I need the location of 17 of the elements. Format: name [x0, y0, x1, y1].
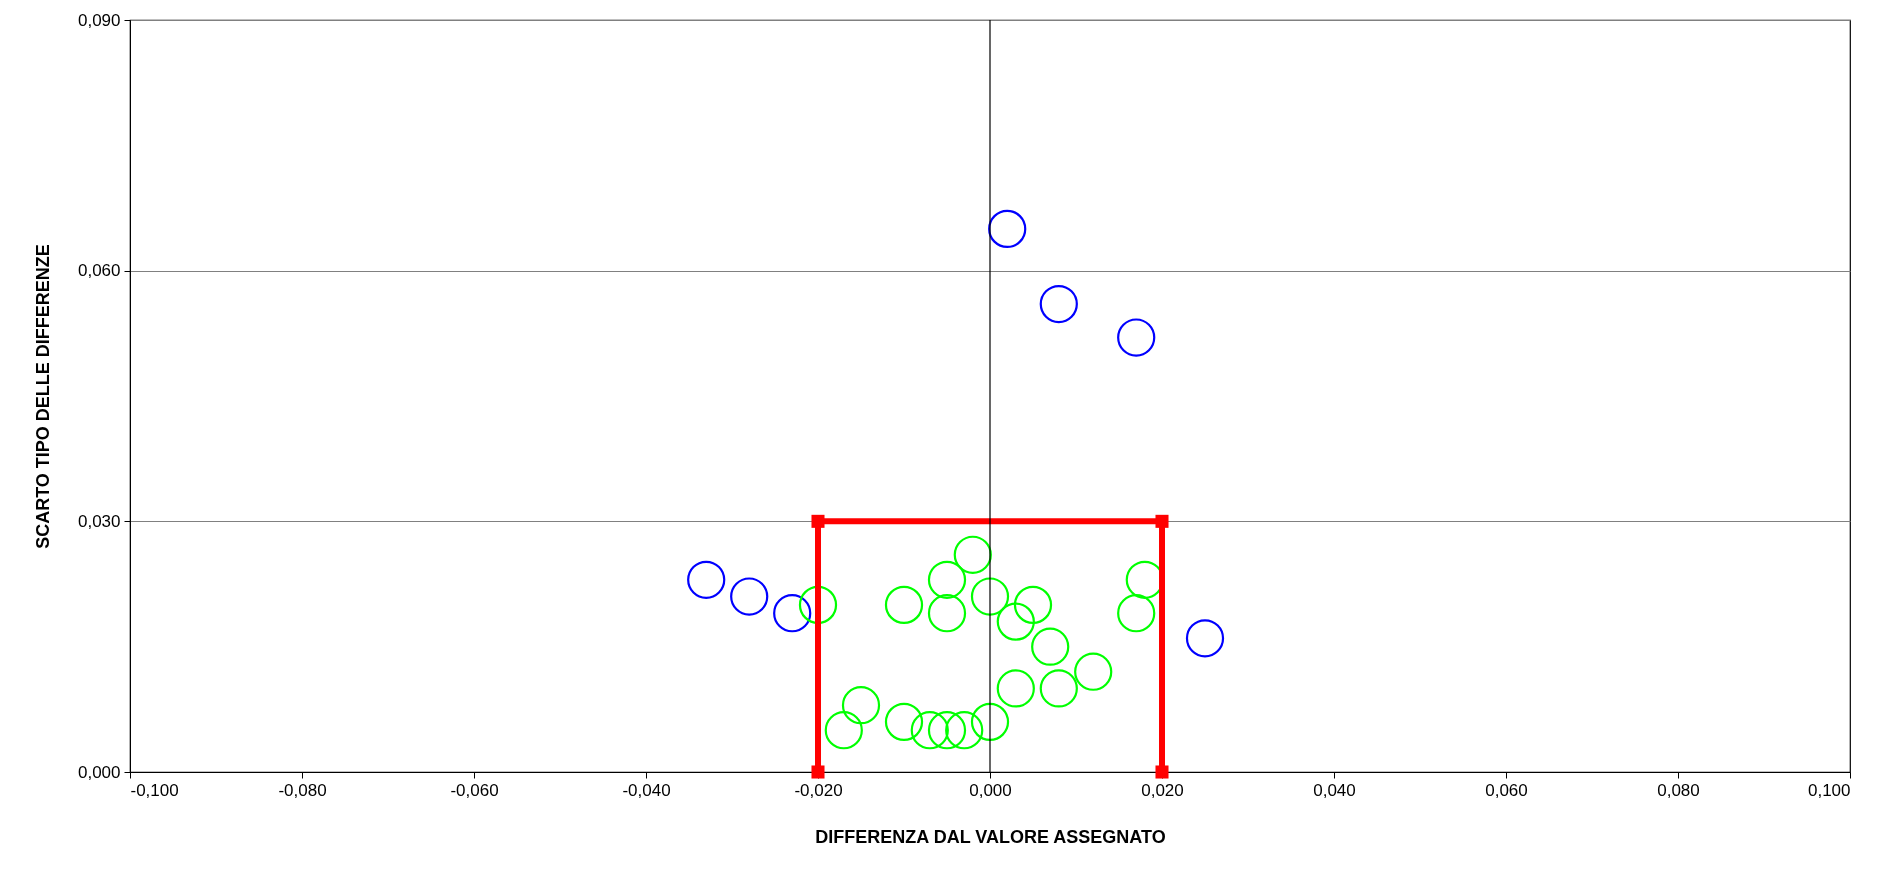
y-tick-label: 0,090: [77, 10, 121, 30]
x-tick-label: 0,060: [1485, 780, 1528, 800]
x-tick-label: 0,100: [1807, 780, 1851, 800]
x-axis-title: DIFFERENZA DAL VALORE ASSEGNATO: [815, 826, 1166, 847]
y-tick-label: 0,060: [77, 261, 121, 281]
y-axis-title: SCARTO TIPO DELLE DIFFERENZE: [32, 244, 53, 549]
x-tick-label: -0,100: [130, 780, 179, 800]
y-tick-label: 0,000: [77, 762, 121, 782]
x-tick-label: -0,060: [450, 780, 499, 800]
x-tick-label: -0,020: [794, 780, 843, 800]
x-tick-label: 0,080: [1657, 780, 1700, 800]
y-tick-label: 0,030: [77, 511, 121, 531]
x-tick-label: 0,040: [1313, 780, 1356, 800]
x-tick-label: 0,020: [1141, 780, 1184, 800]
x-tick-label: 0,000: [969, 780, 1012, 800]
x-tick-label: -0,040: [622, 780, 671, 800]
x-tick-label: -0,080: [278, 780, 327, 800]
